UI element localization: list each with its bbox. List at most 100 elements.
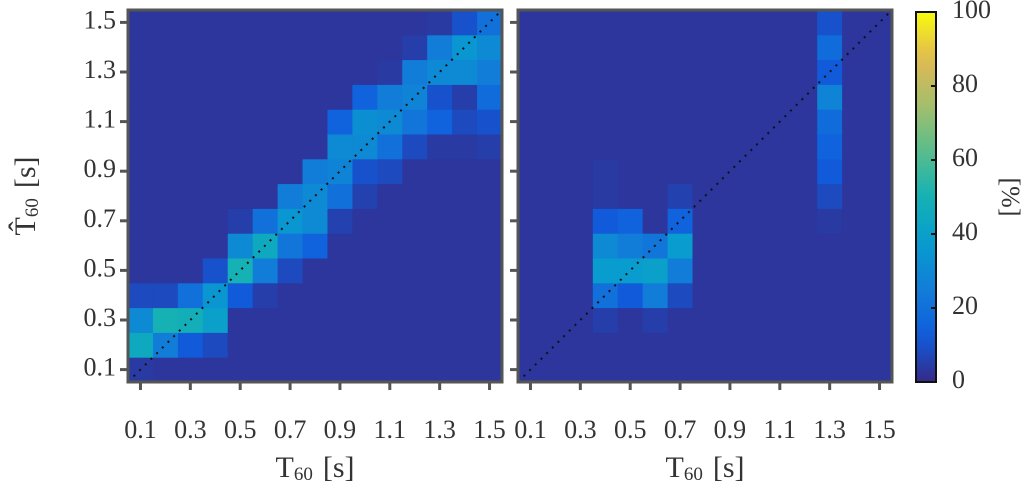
heatmap-cell [128,34,154,61]
heatmap-cell [427,332,453,358]
x-tick-label: 0.7 [664,415,697,444]
heatmap-cell [177,134,204,160]
heatmap-cell [352,208,378,234]
heatmap-cell [202,34,229,61]
heatmap-cell [617,10,644,36]
heatmap-cell [592,134,619,160]
heatmap-cell [202,307,229,333]
heatmap-cell [542,357,569,383]
heatmap-cell [227,282,254,309]
heatmap-cell [452,332,478,358]
heatmap-cell [817,357,843,383]
heatmap-cell [567,307,594,333]
heatmap-cell [717,357,743,383]
heatmap-cell [128,307,154,333]
heatmap-cell [402,208,428,234]
heatmap-cell [767,332,793,358]
heatmap-cell [277,59,304,85]
heatmap-cell [327,59,353,85]
heatmap-cell [767,59,793,85]
heatmap-cell [277,307,304,333]
heatmap-cell [452,158,478,185]
colorbar-tick-label: 80 [952,69,978,98]
heatmap-cell [592,258,619,284]
heatmap-cell [742,258,768,284]
heatmap-cell [327,34,353,61]
heatmap-cell [427,307,453,333]
heatmap-cell [302,357,328,383]
heatmap-cell [177,183,204,209]
heatmap-cell [717,332,743,358]
heatmap-cell [617,233,644,259]
heatmap-cell [152,10,179,36]
y-tick-label: 0.9 [84,154,117,183]
heatmap-cell [152,109,179,135]
heatmap-cell [767,84,793,110]
heatmap-cell [202,84,229,110]
heatmap-cell [717,233,743,259]
heatmap-cell [352,134,378,160]
heatmap-cell [452,208,478,234]
heatmap-cell [867,34,893,61]
heatmap-cell [177,84,204,110]
heatmap-cell [477,332,503,358]
heatmap-cell [327,134,353,160]
heatmap-cell [252,258,279,284]
heatmap-cell [352,109,378,135]
heatmap-cell [617,282,644,309]
heatmap-cell [202,109,229,135]
heatmap-cell [252,158,279,185]
heatmap-cell [227,208,254,234]
x-axis-label: T60 [s] [276,451,355,485]
heatmap-cell [642,332,669,358]
heatmap-cell [642,258,669,284]
heatmap-cell [842,307,868,333]
heatmap-cell [842,332,868,358]
heatmap-cell [227,307,254,333]
heatmap-cell [717,134,743,160]
heatmap-cell [717,84,743,110]
heatmap-cell [567,183,594,209]
y-tick-label: 0.1 [84,353,117,382]
heatmap-cell [452,258,478,284]
heatmap-cell [592,84,619,110]
heatmap-cell [542,307,569,333]
heatmap-cell [617,307,644,333]
heatmap-cell [542,233,569,259]
heatmap-cell [252,357,279,383]
y-tick-label: 1.1 [84,105,117,134]
heatmap-cell [327,357,353,383]
heatmap-cell [477,282,503,309]
heatmap-cell [277,109,304,135]
heatmap-cell [477,158,503,185]
heatmap-cell [792,208,818,234]
x-label-unit: [s] [713,451,745,484]
heatmap-cell [302,134,328,160]
heatmap-cell [617,59,644,85]
heatmap-cell [352,158,378,185]
heatmap-cell [592,109,619,135]
heatmap-cell [377,282,403,309]
colorbar-tick-label: 0 [952,365,965,394]
heatmap-cell [352,183,378,209]
heatmap-cell [642,183,669,209]
heatmap-cell [202,158,229,185]
heatmap-cell [252,282,279,309]
heatmap-cell [252,59,279,85]
x-tick-label: 0.5 [224,415,257,444]
x-tick-label: 1.3 [423,415,456,444]
heatmap-cell [128,134,154,160]
heatmap-cell [152,158,179,185]
heatmap-cell [742,10,768,36]
x-label-subscript: 60 [294,464,313,485]
heatmap-cell [427,183,453,209]
heatmap-cell [452,10,478,36]
heatmap-cell [867,258,893,284]
heatmap-cell [767,34,793,61]
heatmap-cell [842,59,868,85]
heatmap-cell [518,233,544,259]
heatmap-cell [518,307,544,333]
y-label-symbol: T̂ [8,217,42,235]
heatmap-cell [518,158,544,185]
heatmap-cell [542,258,569,284]
